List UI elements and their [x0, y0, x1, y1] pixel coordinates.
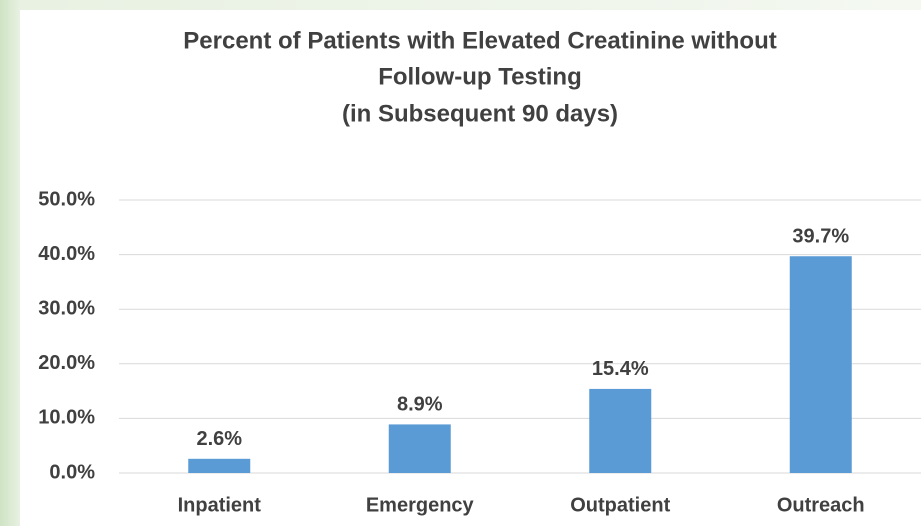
bar	[789, 256, 852, 473]
value-label: 15.4%	[592, 358, 649, 380]
chart-title: Percent of Patients with Elevated Creati…	[183, 27, 776, 54]
bar	[388, 424, 451, 473]
chart-title: Follow-up Testing	[378, 63, 582, 90]
y-tick-label: 20.0%	[38, 352, 95, 374]
chart-title: (in Subsequent 90 days)	[342, 100, 618, 127]
y-tick-label: 30.0%	[38, 297, 95, 319]
value-label: 39.7%	[792, 226, 849, 248]
x-tick-label: Outpatient	[570, 494, 670, 516]
value-label: 2.6%	[196, 428, 242, 450]
value-label: 8.9%	[397, 394, 443, 416]
chart-panel	[20, 10, 921, 526]
x-tick-label: Outreach	[777, 494, 865, 516]
y-tick-label: 10.0%	[38, 407, 95, 429]
x-tick-label: Emergency	[366, 494, 475, 516]
x-tick-label: Inpatient	[178, 494, 262, 516]
bar	[188, 458, 251, 473]
y-tick-label: 0.0%	[49, 461, 95, 483]
y-tick-label: 40.0%	[38, 243, 95, 265]
y-tick-label: 50.0%	[38, 188, 95, 210]
bar	[589, 388, 652, 473]
